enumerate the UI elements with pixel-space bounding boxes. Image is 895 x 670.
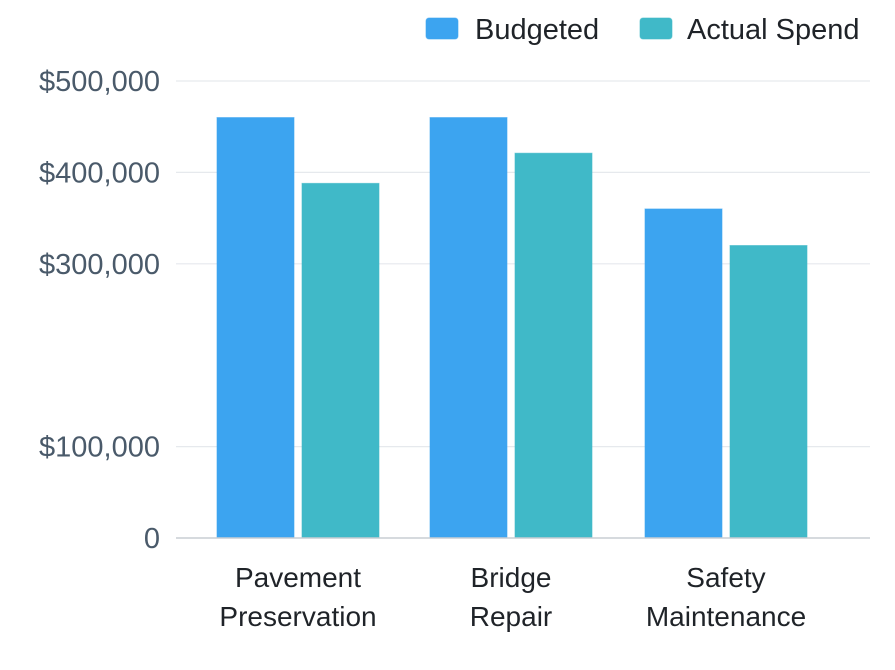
bar-budgeted — [644, 208, 723, 539]
x-category-label: Safety — [686, 562, 765, 593]
legend-label: Actual Spend — [687, 14, 860, 46]
bar-actual-spend — [514, 152, 593, 539]
x-category-label: Bridge — [471, 562, 552, 593]
x-category-label: Preservation — [219, 601, 376, 632]
bar-budgeted — [429, 117, 508, 539]
x-axis-category-labels: Pavement Preservation Bridge Repair Safety Ma… — [219, 562, 806, 632]
x-category-label: Pavement — [235, 562, 361, 593]
bar-actual-spend — [729, 245, 808, 539]
x-category-label: Maintenance — [646, 601, 806, 632]
legend-swatch — [425, 17, 459, 40]
legend-swatch — [639, 17, 673, 40]
y-tick-label: $100,000 — [39, 432, 160, 464]
y-tick-label: $300,000 — [39, 249, 160, 281]
y-tick-label: 0 — [144, 523, 160, 555]
legend-label: Budgeted — [475, 14, 599, 46]
bar-budgeted — [216, 117, 295, 539]
y-axis-tick-labels: 0 $100,000 $300,000 $400,000 $500,000 — [39, 66, 160, 555]
y-tick-label: $400,000 — [39, 157, 160, 189]
x-category-label: Repair — [470, 601, 552, 632]
bar-actual-spend — [301, 182, 380, 539]
bars — [216, 117, 808, 539]
y-tick-label: $500,000 — [39, 66, 160, 98]
legend: Budgeted Actual Spend — [425, 14, 860, 46]
